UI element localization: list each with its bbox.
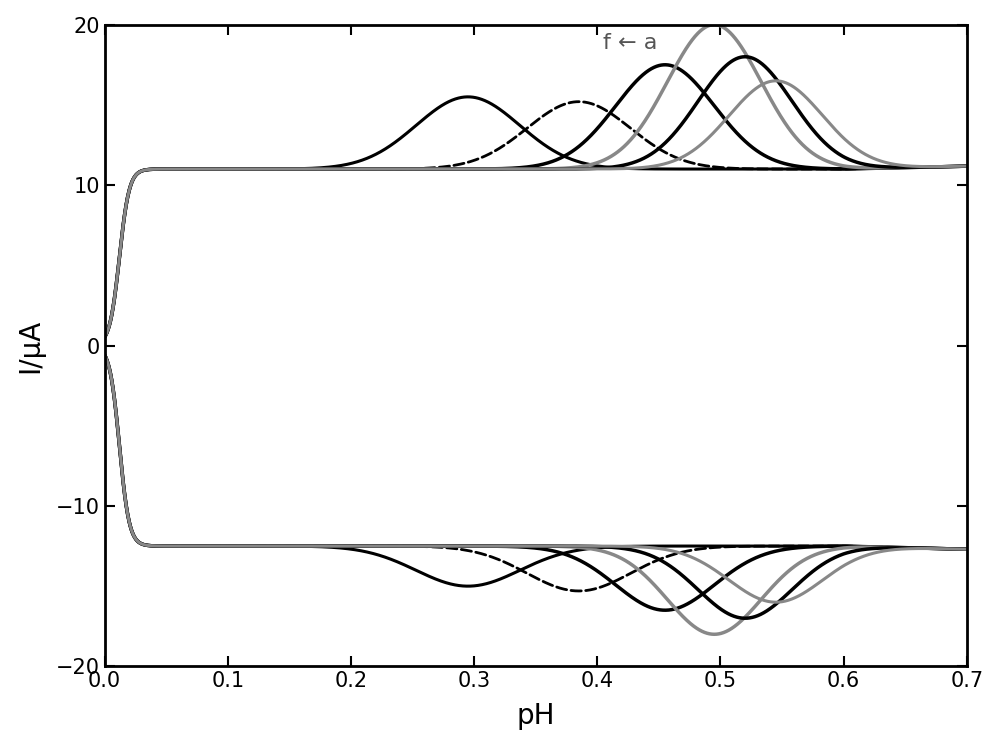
Text: f ← a: f ← a [603, 33, 658, 53]
Y-axis label: I/μA: I/μA [17, 318, 45, 373]
X-axis label: pH: pH [516, 702, 555, 731]
